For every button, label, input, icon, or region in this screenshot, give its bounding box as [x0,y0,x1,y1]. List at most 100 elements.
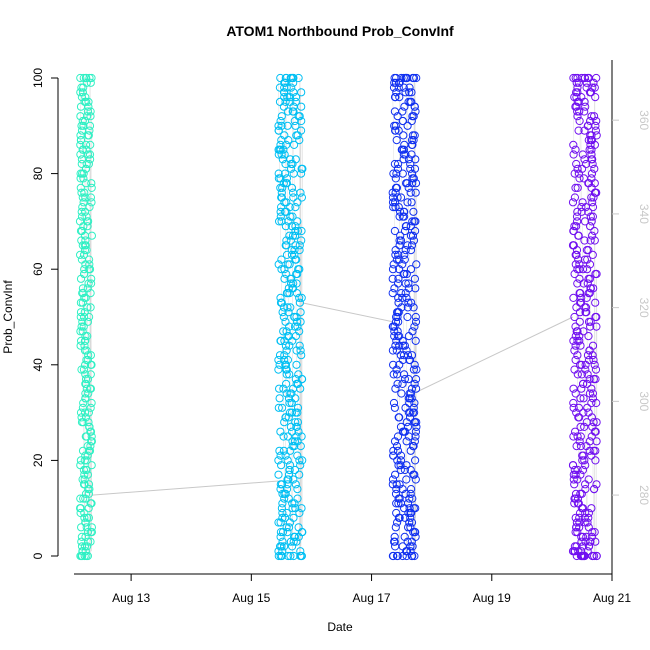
data-point [577,370,587,379]
data-point [288,336,297,345]
data-point [288,231,298,240]
data-point [592,322,601,331]
data-point [280,265,289,274]
data-point [399,269,408,279]
data-point [388,475,398,484]
data-point [396,456,405,465]
data-point [76,456,86,465]
data-point [401,289,410,298]
data-point [400,250,409,259]
data-point [584,332,593,341]
data-point [293,494,302,503]
data-point [275,360,284,369]
data-point [587,398,596,408]
data-point [389,370,398,379]
data-point [291,203,300,212]
data-point [277,255,286,264]
data-point [571,322,580,331]
data-point [79,250,89,259]
data-point [400,370,409,379]
data-point [275,217,284,226]
data-point [295,470,304,479]
data-point [576,508,585,518]
data-point [580,107,589,116]
data-point [572,88,581,97]
data-point [297,116,306,126]
data-point [390,532,399,542]
data-point [287,83,296,92]
data-point [391,188,400,197]
data-point [86,112,95,121]
data-point [83,107,93,116]
data-point [291,241,300,250]
data-point [292,537,301,546]
data-point [277,551,286,561]
data-point [280,169,290,178]
data-point [592,131,601,140]
data-point [85,121,95,130]
data-point [573,265,582,274]
data-point [79,174,88,183]
data-point [408,140,417,149]
data-point [279,446,288,455]
data-point [285,231,294,240]
data-point [80,265,89,274]
data-point [84,159,94,169]
data-point [590,112,599,121]
data-point [405,389,414,398]
data-point [410,379,419,388]
data-point [291,504,300,513]
data-point [587,150,596,159]
data-point [580,456,589,465]
data-point [290,532,299,542]
plot-frame [57,60,613,575]
data-point [578,456,587,465]
data-point [577,384,586,393]
data-point [394,461,403,470]
data-point [274,121,283,130]
data-point [571,489,581,498]
data-point [79,465,89,475]
data-point [85,73,94,83]
data-point [290,140,299,149]
data-point [576,289,585,298]
data-point [396,461,405,470]
data-point [401,73,410,83]
data-point [77,93,87,102]
data-point [569,140,578,149]
data-point [587,451,596,460]
data-point [402,418,411,427]
data-point [296,461,305,470]
connector-line-2 [416,316,574,393]
data-point [391,523,400,532]
data-point [388,193,398,202]
data-point [288,107,297,116]
data-point [291,255,300,264]
data-point [81,193,90,202]
data-point [288,212,297,221]
data-point [390,73,399,83]
data-point [76,102,86,111]
data-point [275,394,284,403]
data-point [573,83,582,92]
data-point [410,102,419,111]
data-point [591,269,600,279]
data-point [570,222,579,231]
data-point [406,159,415,169]
data-point [407,116,416,126]
data-point [398,116,407,126]
data-point [80,97,89,107]
data-point [77,537,86,546]
data-point [86,403,95,412]
data-point [274,470,283,479]
data-point [80,470,89,479]
data-point [400,102,409,111]
data-point [408,231,418,240]
data-point [569,398,578,408]
data-point [83,332,92,341]
data-point [580,513,590,522]
data-points [75,73,601,561]
data-point [572,250,581,259]
data-point [81,394,90,403]
data-point [394,499,403,508]
